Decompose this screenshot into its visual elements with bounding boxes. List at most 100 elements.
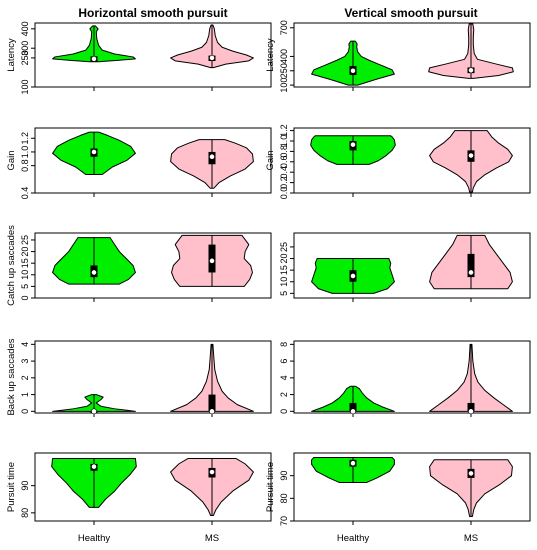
plot-frame <box>34 127 272 194</box>
y-axis-label: Latency <box>6 38 17 72</box>
y-tick-label: 4 <box>20 342 30 347</box>
x-category-label: MS <box>205 533 219 544</box>
y-tick-label: 20 <box>279 254 289 264</box>
y-axis-label: Catch up saccades <box>6 225 17 306</box>
y-tick-label: 25 <box>20 235 30 245</box>
violin-median-point <box>91 269 97 276</box>
y-tick-label: 5 <box>279 291 289 296</box>
y-tick-label: 6 <box>279 359 289 364</box>
violin-median-point <box>209 469 215 475</box>
y-tick-label: 2 <box>279 392 289 397</box>
y-axis-label: Pursuit time <box>265 462 276 512</box>
y-tick-label: 15 <box>279 265 289 275</box>
violin-median-point <box>209 257 215 264</box>
y-tick-label: 100 <box>279 78 289 93</box>
y-tick-label: 90 <box>279 471 289 481</box>
plot-frame <box>293 232 531 299</box>
violin-median-point <box>91 408 97 415</box>
violin-median-point <box>350 67 356 74</box>
x-category-label: Healthy <box>337 533 369 544</box>
y-tick-label: 80 <box>279 493 289 503</box>
y-tick-label: 100 <box>20 79 30 94</box>
violin-median-point <box>350 408 356 415</box>
violin-median-point <box>91 149 97 155</box>
y-tick-label: 0.2 <box>279 176 289 189</box>
plot-frame <box>293 127 531 194</box>
y-tick-label: 1.0 <box>20 146 30 159</box>
y-tick-label: 250 <box>20 50 30 65</box>
y-axis-label: Pursuit time <box>6 462 17 512</box>
y-tick-label: 10 <box>279 277 289 287</box>
y-tick-label: 10 <box>20 270 30 280</box>
x-category-label: Healthy <box>78 533 110 544</box>
violin-median-point <box>468 470 474 477</box>
y-tick-label: 25 <box>279 242 289 252</box>
plot-frame <box>34 232 272 299</box>
y-tick-label: 1.2 <box>20 132 30 145</box>
y-tick-label: 250 <box>279 63 289 78</box>
violin-iqr-box <box>349 402 357 412</box>
violin-median-point <box>209 55 215 61</box>
violin-iqr-box <box>467 253 475 278</box>
violin-median-point <box>350 273 356 279</box>
plot-frame <box>34 340 272 414</box>
violin-median-point <box>209 408 215 415</box>
y-tick-label: 1 <box>20 392 30 397</box>
violin-median-point <box>91 55 97 62</box>
y-tick-label: 4 <box>279 375 289 380</box>
y-axis-label: Gain <box>265 150 276 170</box>
violin-median-point <box>468 269 474 276</box>
plot-frame <box>34 22 272 88</box>
y-tick-label: 300 <box>20 41 30 56</box>
y-tick-label: 0.8 <box>20 159 30 172</box>
plot-frame <box>293 22 531 88</box>
violin-median-point <box>468 67 474 74</box>
violin-iqr-box <box>208 394 216 412</box>
panels: 100250300400Latency100250400700Latency0.… <box>6 20 531 544</box>
violin-median-point <box>350 141 356 148</box>
y-axis-label: Back up saccades <box>6 338 17 415</box>
y-tick-label: 15 <box>20 258 30 268</box>
y-tick-label: 700 <box>279 20 289 35</box>
violin-median-point <box>350 460 356 467</box>
violin-median-point <box>209 153 215 160</box>
violin-iqr-box <box>467 402 475 412</box>
y-tick-label: 1.0 <box>279 135 289 148</box>
y-tick-label: 2 <box>20 375 30 380</box>
violin-median-point <box>91 463 97 470</box>
y-tick-label: 0.4 <box>279 166 289 179</box>
violin-median-point <box>468 152 474 159</box>
y-tick-label: 400 <box>279 49 289 64</box>
y-axis-label: Latency <box>265 38 276 72</box>
y-tick-label: 70 <box>279 516 289 526</box>
violin-median-point <box>468 408 474 415</box>
y-tick-label: 0 <box>20 295 30 300</box>
plot-frame <box>293 340 531 414</box>
y-tick-label: 0.6 <box>279 156 289 169</box>
plot-frame <box>34 452 272 522</box>
y-tick-label: 8 <box>279 342 289 347</box>
y-tick-label: 400 <box>20 21 30 36</box>
y-tick-label: 0.0 <box>279 187 289 200</box>
y-tick-label: 5 <box>20 284 30 289</box>
y-tick-label: 0 <box>20 409 30 414</box>
column-title-horizontal: Horizontal smooth pursuit <box>78 6 227 20</box>
y-tick-label: 0.8 <box>279 145 289 158</box>
y-tick-label: 90 <box>20 481 30 491</box>
panel-7: 0 2 4 6 8 <box>279 340 531 417</box>
y-tick-label: 80 <box>20 508 30 518</box>
panel-3: 0.00.20.40.60.81.01.2 Gain <box>265 124 531 200</box>
y-tick-label: 20 <box>20 247 30 257</box>
y-tick-label: 1.2 <box>279 124 289 137</box>
y-tick-label: 3 <box>20 359 30 364</box>
y-tick-label: 0 <box>279 409 289 414</box>
plot-frame <box>293 452 531 522</box>
